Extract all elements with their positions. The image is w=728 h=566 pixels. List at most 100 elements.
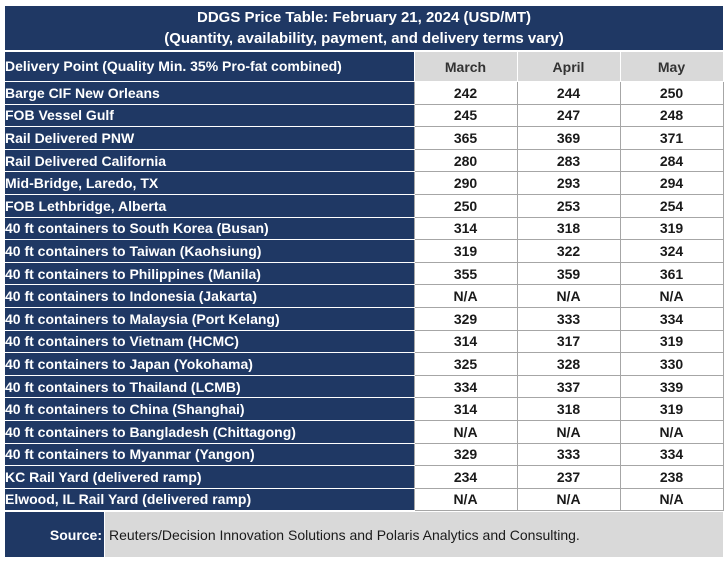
source-label: Source: [5, 512, 104, 558]
table-row: KC Rail Yard (delivered ramp) 234 237 238 [5, 465, 724, 489]
price-cell: 371 [619, 126, 724, 150]
price-cell: 319 [619, 329, 724, 354]
price-cell: 284 [619, 148, 724, 173]
delivery-point-label: Rail Delivered PNW [5, 126, 414, 150]
table-row: FOB Lethbridge, Alberta 250 253 254 [5, 193, 724, 218]
price-cell: 314 [413, 216, 518, 241]
price-cell: 244 [516, 81, 621, 105]
price-cell: 314 [413, 329, 518, 354]
table-row: 40 ft containers to Taiwan (Kaohsiung) 31… [5, 239, 724, 263]
price-cell: 317 [516, 329, 621, 354]
delivery-point-label: 40 ft containers to Thailand (LCMB) [5, 375, 414, 399]
delivery-point-label: Barge CIF New Orleans [5, 81, 414, 105]
delivery-point-label: Mid-Bridge, Laredo, TX [5, 171, 414, 195]
header-row: Delivery Point (Quality Min. 35% Pro-fat… [5, 51, 724, 82]
price-cell: 361 [619, 261, 724, 286]
price-cell: 359 [516, 261, 621, 286]
table-row: FOB Vessel Gulf 245 247 248 [5, 103, 724, 128]
source-text: Reuters/Decision Innovation Solutions an… [104, 512, 723, 558]
price-cell: 334 [619, 306, 724, 331]
price-cell: N/A [413, 487, 518, 512]
price-cell: 319 [413, 239, 518, 263]
delivery-point-label: Elwood, IL Rail Yard (delivered ramp) [5, 488, 414, 512]
price-cell: 319 [619, 216, 724, 241]
table-row: 40 ft containers to Malaysia (Port Kelan… [5, 306, 724, 331]
table-row: 40 ft containers to Bangladesh (Chittago… [5, 419, 724, 444]
delivery-point-label: Rail Delivered California [5, 149, 414, 173]
price-cell: 280 [413, 148, 518, 173]
price-cell: N/A [516, 284, 621, 308]
price-cell: 328 [516, 352, 621, 376]
price-cell: 337 [516, 374, 621, 399]
price-cell: 245 [413, 103, 518, 128]
table-row: 40 ft containers to Vietnam (HCMC) 314 317… [5, 329, 724, 354]
table-row: 40 ft containers to Philippines (Manila)… [5, 261, 724, 286]
price-cell: 250 [413, 193, 518, 218]
price-cell: 234 [413, 465, 518, 489]
source-row: Source: Reuters/Decision Innovation Solu… [5, 511, 723, 558]
price-cell: 254 [619, 193, 724, 218]
price-cell: 293 [516, 171, 621, 195]
price-cell: 318 [516, 216, 621, 241]
price-cell: 365 [413, 126, 518, 150]
price-cell: N/A [413, 284, 518, 308]
price-cell: 253 [516, 193, 621, 218]
price-cell: 325 [413, 352, 518, 376]
price-cell: 322 [516, 239, 621, 263]
table-row: 40 ft containers to Indonesia (Jakarta) N… [5, 284, 724, 308]
delivery-point-label: 40 ft containers to Japan (Yokohama) [5, 352, 414, 376]
price-cell: 369 [516, 126, 621, 150]
price-cell: N/A [413, 419, 518, 444]
price-table-container: DDGS Price Table: February 21, 2024 (USD… [5, 6, 724, 558]
row-header-label: Delivery Point (Quality Min. 35% Pro-fat… [5, 51, 414, 82]
price-cell: 290 [413, 171, 518, 195]
table-row: 40 ft containers to South Korea (Busan) 3… [5, 216, 724, 241]
table-row: Elwood, IL Rail Yard (delivered ramp) N/A… [5, 487, 724, 512]
price-cell: N/A [619, 284, 724, 308]
price-cell: N/A [516, 419, 621, 444]
column-header-may: May [619, 51, 724, 82]
price-cell: 248 [619, 103, 724, 128]
delivery-point-label: 40 ft containers to Myanmar (Yangon) [5, 443, 414, 467]
price-cell: 334 [413, 374, 518, 399]
delivery-point-label: FOB Vessel Gulf [5, 104, 414, 128]
price-cell: 238 [619, 465, 724, 489]
delivery-point-label: 40 ft containers to Indonesia (Jakarta) [5, 284, 414, 308]
price-cell: N/A [619, 419, 724, 444]
price-cell: 237 [516, 465, 621, 489]
delivery-point-label: 40 ft containers to China (Shanghai) [5, 397, 414, 421]
column-header-april: April [516, 51, 621, 82]
delivery-point-label: 40 ft containers to Philippines (Manila) [5, 262, 414, 286]
delivery-point-label: KC Rail Yard (delivered ramp) [5, 465, 414, 489]
price-cell: 355 [413, 261, 518, 286]
price-cell: 318 [516, 397, 621, 421]
price-table: Delivery Point (Quality Min. 35% Pro-fat… [5, 51, 724, 512]
price-cell: 242 [413, 81, 518, 105]
price-cell: 294 [619, 171, 724, 195]
delivery-point-label: 40 ft containers to South Korea (Busan) [5, 217, 414, 241]
price-cell: 329 [413, 306, 518, 331]
price-cell: 334 [619, 442, 724, 467]
delivery-point-label: FOB Lethbridge, Alberta [5, 194, 414, 218]
column-header-march: March [413, 51, 518, 82]
table-row: 40 ft containers to Japan (Yokohama) 325 3… [5, 352, 724, 376]
price-cell: 314 [413, 397, 518, 421]
table-row: Mid-Bridge, Laredo, TX 290 293 294 [5, 171, 724, 195]
price-cell: 333 [516, 442, 621, 467]
table-body: Barge CIF New Orleans 242 244 250 FOB Vessel… [5, 81, 724, 512]
table-row: 40 ft containers to China (Shanghai) 314 3… [5, 397, 724, 421]
price-cell: 324 [619, 239, 724, 263]
title-block: DDGS Price Table: February 21, 2024 (USD… [5, 6, 723, 51]
table-row: 40 ft containers to Thailand (LCMB) 334 33… [5, 374, 724, 399]
price-cell: 283 [516, 148, 621, 173]
delivery-point-label: 40 ft containers to Bangladesh (Chittago… [5, 420, 414, 444]
price-cell: N/A [516, 487, 621, 512]
price-cell: 333 [516, 306, 621, 331]
price-cell: 319 [619, 397, 724, 421]
table-row: Barge CIF New Orleans 242 244 250 [5, 81, 724, 105]
price-cell: 339 [619, 374, 724, 399]
table-subtitle: (Quantity, availability, payment, and de… [164, 30, 564, 47]
delivery-point-label: 40 ft containers to Taiwan (Kaohsiung) [5, 239, 414, 263]
delivery-point-label: 40 ft containers to Vietnam (HCMC) [5, 330, 414, 354]
table-title: DDGS Price Table: February 21, 2024 (USD… [197, 9, 531, 26]
